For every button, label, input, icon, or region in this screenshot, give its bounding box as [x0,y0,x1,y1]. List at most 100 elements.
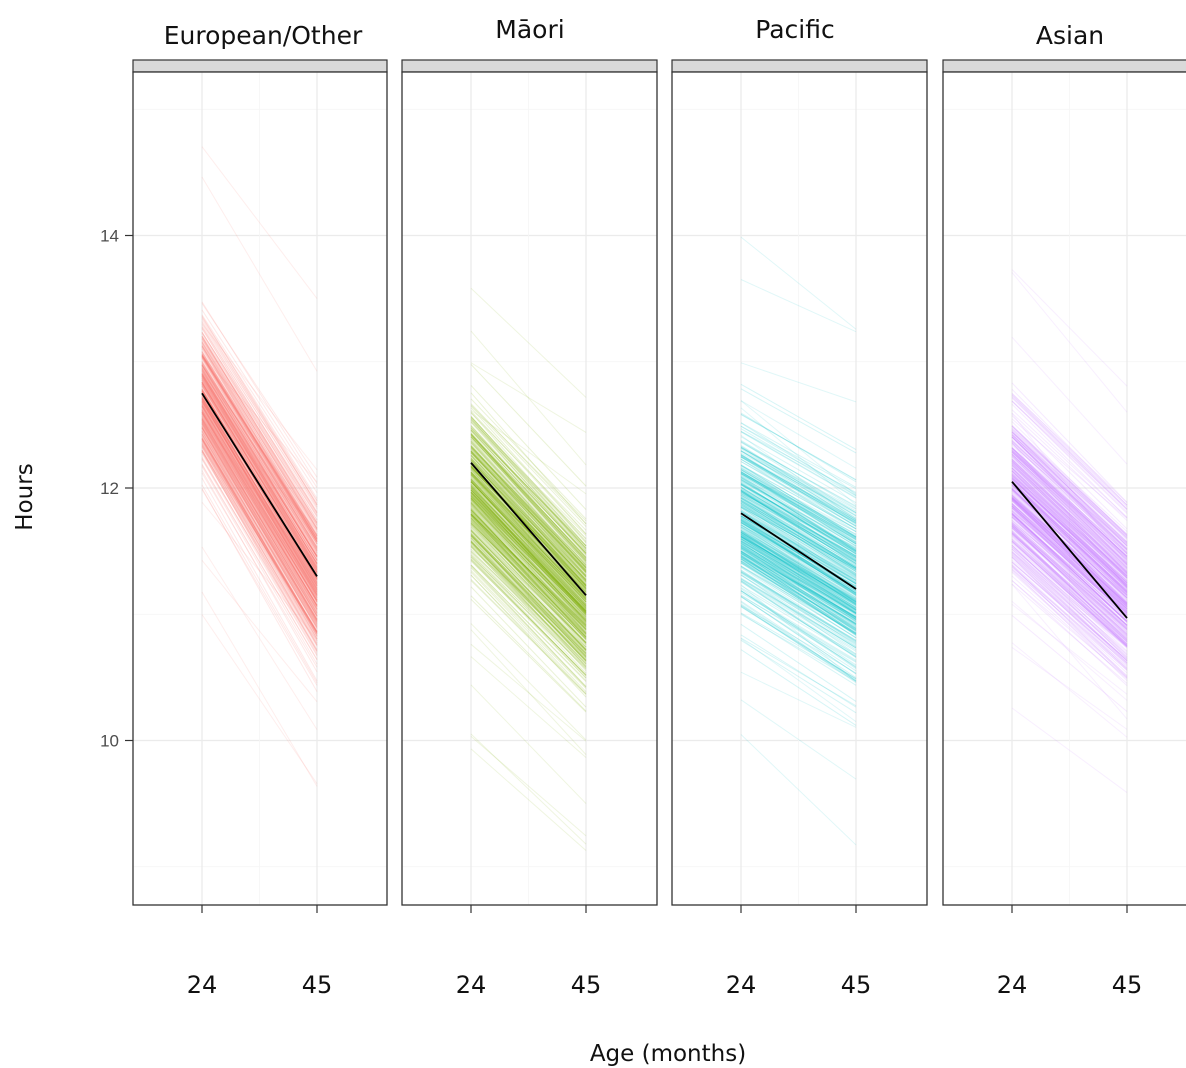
trajectory-line [1011,513,1128,619]
trajectory-line [470,534,587,648]
trajectory-line [201,370,318,555]
trajectory-line [470,529,587,652]
trajectory-line [470,478,587,603]
trajectory-line [740,453,857,522]
trajectory-line [470,502,587,624]
trajectory-line [201,358,318,550]
trajectory-line [470,497,587,622]
trajectory-line [740,456,857,524]
trajectory-line [740,469,857,543]
x-axis-title: Age (months) [590,1041,746,1067]
trajectory-line [740,550,857,625]
trajectory-line [1011,428,1128,535]
trajectory-line [470,565,587,688]
trajectory-line [470,492,587,614]
trajectory-line [201,317,318,501]
trajectory-outlier [201,560,318,703]
trajectory-line [201,368,318,560]
trajectory-line [740,526,857,593]
trajectory-line [201,413,318,603]
trajectory-line [201,335,318,514]
trajectory-line [740,483,857,550]
trajectory-line [740,566,857,639]
trajectory-line [470,500,587,621]
trajectory-line [740,490,857,565]
trajectory-line [470,519,587,636]
trajectory-line [201,371,318,566]
trajectory-line [201,338,318,529]
trajectory-line [470,437,587,557]
trajectory-line [1011,511,1128,623]
trajectory-line [1011,527,1128,629]
trajectory-line [470,481,587,603]
trajectory-line [470,487,587,612]
trajectory-line [201,370,318,557]
trajectory-line [740,557,857,637]
trajectory-line [201,406,318,593]
trajectory-line [740,604,857,674]
trajectory-line [201,409,318,606]
trajectory-line [740,540,857,614]
trajectory-line [470,515,587,635]
trajectory-line [740,623,857,702]
trajectory-line [740,461,857,529]
trajectory-line [201,364,318,560]
trajectory-line [201,437,318,632]
trajectory-line [1011,460,1128,572]
trajectory-line [470,510,587,628]
trajectory-line [740,574,857,655]
trajectory-line [740,546,857,625]
trajectory-line [201,397,318,587]
trajectory-line [201,445,318,642]
trajectory-line [201,411,318,611]
trajectory-line [740,518,857,594]
trajectory-line [1011,583,1128,684]
trajectory-line [1011,579,1128,686]
trajectory-line [201,434,318,626]
trajectory-line [1011,537,1128,647]
trajectory-line [740,585,857,655]
trajectory-line [1011,544,1128,645]
trajectory-line [740,528,857,598]
trajectory-line [470,457,587,578]
trajectory-line [1011,513,1128,619]
trajectory-line [201,378,318,567]
trajectory-line [470,540,587,661]
trajectory-line [201,419,318,606]
trajectory-line [201,341,318,524]
trajectory-line [1011,458,1128,565]
trajectory-line [1011,508,1128,617]
trajectory-line [470,480,587,603]
trajectory-line [740,556,857,626]
trajectory-line [1011,507,1128,616]
trajectory-line [1011,443,1128,553]
trajectory-line [740,454,857,528]
trajectory-line [1011,540,1128,648]
trajectory-line [1011,427,1128,536]
trajectory-line [201,363,318,548]
trajectory-line [740,539,857,611]
trajectory-line [1011,451,1128,561]
trajectory-line [740,649,857,726]
trajectory-line [201,375,318,564]
trajectory-line [470,550,587,664]
trajectory-line [740,430,857,498]
trajectory-line [1011,566,1128,669]
facet-strip [132,59,388,73]
trajectory-line [1011,541,1128,647]
trajectory-line [470,505,587,617]
trajectory-outlier [201,372,318,524]
trajectory-line [201,357,318,544]
trajectory-line [740,513,857,578]
trajectory-line [1011,470,1128,587]
trajectory-line [740,536,857,603]
trajectory-line [201,433,318,637]
trajectory-line [1011,435,1128,550]
trajectory-line [1011,530,1128,641]
trajectory-line [1011,477,1128,585]
trajectory-line [740,454,857,524]
trajectory-line [1011,478,1128,588]
trajectory-line [1011,527,1128,636]
trajectory-line [740,538,857,614]
trajectory-line [1011,507,1128,610]
